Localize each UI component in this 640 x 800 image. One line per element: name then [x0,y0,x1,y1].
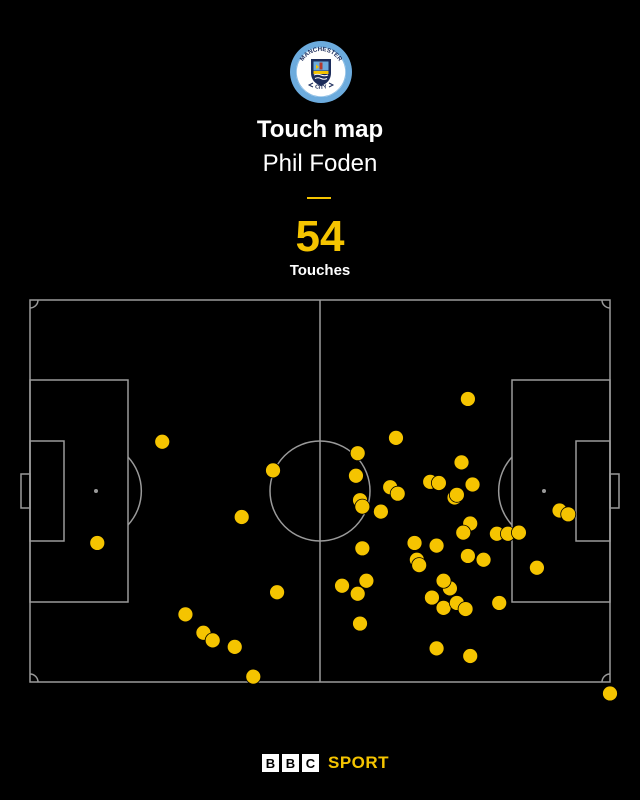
crest-text-bottom: CITY [314,84,328,91]
touch-point [462,648,479,664]
pitch-markings [20,299,620,683]
touch-point [455,524,472,541]
title-divider [307,197,331,199]
chart-title: Touch map [256,116,384,143]
right-penalty-arc [497,456,513,526]
touch-count: 54 [295,212,345,261]
touch-point [406,535,423,551]
touch-point [411,557,428,574]
touch-point [428,640,445,657]
touch-point [372,503,389,520]
touch-point [457,601,474,617]
touch-point [352,615,368,632]
svg-text:CITY: CITY [314,84,328,91]
touch-point [529,559,545,576]
left-goal [20,473,31,509]
touch-point [354,498,371,515]
right-penalty-area [511,379,611,603]
touch-point [424,589,440,606]
touch-point [334,577,350,594]
touch-count-label: Touches [289,262,351,279]
touch-point [453,454,470,471]
touch-point [459,548,476,564]
touch-point [448,486,465,503]
right-six-yard-box [575,440,611,542]
sport-label: SPORT [328,753,390,772]
touch-point [475,551,492,568]
touch-point [389,485,406,502]
touch-point [435,599,452,616]
touch-point [428,537,445,554]
corner-arc-bottom-left [29,673,39,683]
touch-points [89,391,618,702]
touch-point [464,476,481,493]
bbc-letter-b2: B [282,754,299,772]
touch-point [388,430,404,446]
touch-point [154,433,171,450]
touch-point [491,595,508,611]
bbc-sport-logo: B B C SPORT [262,753,389,773]
touch-point [435,572,452,589]
corner-arc-bottom-right [601,673,611,683]
touch-point [269,584,285,601]
touch-point [265,462,281,479]
bbc-letter-b1: B [262,754,279,772]
touch-point [233,509,250,525]
touch-point [177,606,194,623]
left-penalty-area [29,379,129,603]
touch-point [245,668,262,685]
left-six-yard-box [29,440,65,542]
bbc-letter-c: C [302,754,319,772]
right-penalty-spot [542,489,546,493]
corner-arc-top-right [601,299,611,309]
player-name: Phil Foden [262,150,378,177]
centre-circle [269,440,371,542]
touch-point [349,585,366,602]
touch-point [459,391,476,407]
touch-point [204,632,221,649]
touch-point [89,535,106,551]
corner-arc-top-left [29,299,39,309]
right-goal [609,473,620,509]
touch-point [349,445,366,462]
touch-point [511,524,527,541]
manchester-city-crest: MANCHESTER CITY [290,41,352,103]
left-penalty-spot [94,489,98,493]
left-penalty-arc [127,456,143,526]
touch-point [430,475,447,491]
touch-point [354,540,371,557]
touch-point [226,638,243,655]
touch-point [348,467,364,484]
touch-point [602,685,618,702]
touch-point [560,506,577,523]
touch-point [358,572,375,589]
